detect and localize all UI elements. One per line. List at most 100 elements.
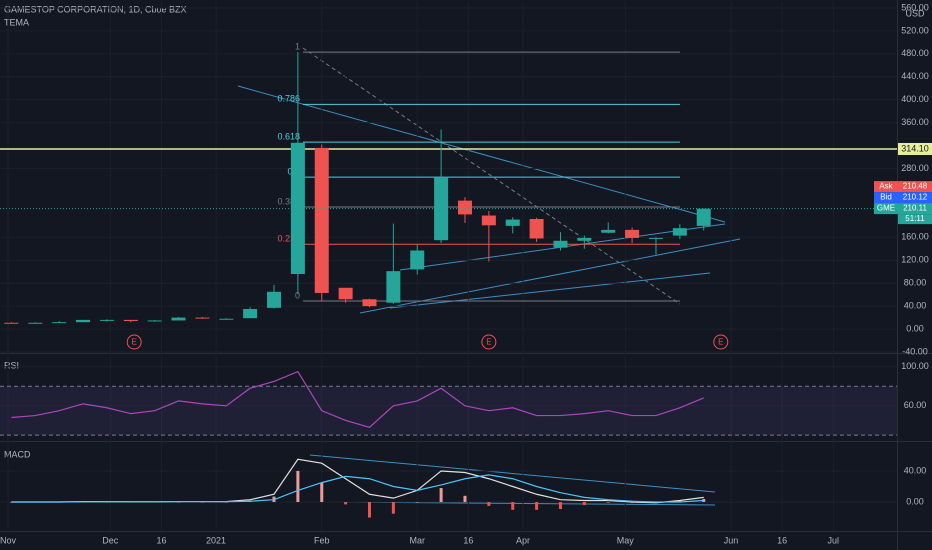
y-tick-label: 100.00 bbox=[901, 361, 929, 371]
histogram-bar bbox=[320, 482, 324, 503]
x-tick-label: Nov bbox=[0, 535, 16, 545]
candle-body bbox=[28, 322, 43, 324]
x-tick-label: Jul bbox=[828, 535, 840, 545]
histogram-bar bbox=[415, 502, 419, 503]
event-label: E bbox=[132, 338, 137, 347]
candle-body bbox=[76, 319, 91, 323]
event-marker bbox=[126, 334, 142, 350]
candle-body bbox=[481, 215, 496, 226]
countdown-tag bbox=[898, 214, 932, 225]
fib-label: 0 bbox=[295, 290, 300, 300]
candle-body bbox=[171, 317, 186, 321]
fib-label: 0.618 bbox=[277, 132, 300, 142]
histogram-bar bbox=[391, 502, 395, 514]
candle-body bbox=[410, 250, 425, 270]
histogram-bar bbox=[368, 502, 371, 518]
rsi-band bbox=[0, 386, 897, 436]
histogram-bar bbox=[702, 498, 706, 503]
histogram-bar bbox=[463, 495, 467, 503]
quote-tag bbox=[874, 181, 932, 193]
candle-body bbox=[52, 322, 67, 324]
candle-body bbox=[338, 287, 353, 300]
y-tick-label: 440.00 bbox=[901, 71, 929, 81]
trend-line bbox=[309, 454, 716, 493]
chart-title: GAMESTOP CORPORATION, 1D, Cboe BZX bbox=[4, 4, 187, 14]
candle-body bbox=[457, 200, 472, 215]
histogram-bar bbox=[224, 502, 228, 503]
currency: USD bbox=[905, 8, 925, 18]
histogram-bar bbox=[558, 502, 562, 510]
fib-label: 0.786 bbox=[277, 94, 300, 104]
y-tick-label: 0.00 bbox=[906, 496, 924, 506]
candle-body bbox=[386, 271, 401, 303]
candle-body bbox=[219, 318, 234, 320]
y-tick-label: 360.00 bbox=[901, 117, 929, 127]
event-label: E bbox=[718, 338, 723, 347]
y-tick-label: 80.00 bbox=[904, 278, 927, 288]
histogram-bar bbox=[535, 502, 539, 510]
candle-body bbox=[99, 319, 114, 321]
histogram-bar bbox=[582, 502, 586, 506]
x-tick-label: 16 bbox=[156, 535, 166, 545]
indicator-name: TEMA bbox=[4, 17, 29, 27]
quote-name: Bid bbox=[880, 193, 892, 202]
x-tick-label: Feb bbox=[314, 535, 330, 545]
rsi-line bbox=[11, 370, 704, 428]
y-tick-label: 60.00 bbox=[904, 400, 927, 410]
candle-body bbox=[243, 309, 258, 319]
candle-body bbox=[696, 208, 711, 226]
y-tick-label: 520.00 bbox=[901, 25, 929, 35]
x-tick-label: 2021 bbox=[206, 535, 226, 545]
candle-body bbox=[553, 240, 568, 248]
trend-line bbox=[302, 47, 681, 305]
quote-value: 210.11 bbox=[903, 204, 927, 213]
quote-tag bbox=[874, 203, 932, 215]
fib-label: 1 bbox=[295, 42, 300, 52]
y-tick-label: 0.00 bbox=[906, 323, 924, 333]
histogram-bar bbox=[606, 502, 610, 503]
trend-line bbox=[389, 272, 711, 309]
y-tick-label: 40.00 bbox=[904, 301, 927, 311]
y-tick-label: 280.00 bbox=[901, 163, 929, 173]
candle-body bbox=[625, 229, 640, 238]
histogram-bar bbox=[511, 502, 515, 510]
candle-body bbox=[648, 237, 663, 239]
x-tick-label: Dec bbox=[102, 535, 119, 545]
y-tick-label: -40.00 bbox=[902, 346, 928, 356]
histogram-bar bbox=[439, 488, 443, 503]
fib-label: 0.382 bbox=[277, 196, 300, 206]
y-tick-label: 40.00 bbox=[904, 465, 927, 475]
quote-value: 210.48 bbox=[903, 182, 928, 191]
histogram-bar bbox=[296, 470, 300, 503]
candle-body bbox=[267, 291, 282, 308]
candle-body bbox=[123, 319, 138, 322]
y-tick-label: 480.00 bbox=[901, 48, 929, 58]
candle-body bbox=[672, 228, 687, 236]
y-tick-label: 400.00 bbox=[901, 94, 929, 104]
histogram-bar bbox=[678, 500, 682, 503]
candle-body bbox=[505, 219, 520, 226]
level-tag bbox=[898, 142, 932, 155]
signal-line bbox=[11, 474, 704, 503]
countdown: 51:11 bbox=[905, 214, 925, 223]
quote-tag bbox=[874, 192, 932, 204]
quote-name: Ask bbox=[879, 182, 893, 191]
x-tick-label: 16 bbox=[777, 535, 787, 545]
level-label: 314.10 bbox=[901, 143, 929, 153]
histogram-bar bbox=[487, 502, 491, 506]
candle-body bbox=[4, 322, 19, 324]
x-tick-label: May bbox=[617, 535, 635, 545]
candle-body bbox=[362, 299, 377, 307]
histogram-bar bbox=[344, 502, 348, 505]
x-tick-label: 16 bbox=[463, 535, 473, 545]
x-tick-label: Mar bbox=[409, 535, 425, 545]
candle-body bbox=[577, 237, 592, 241]
event-marker bbox=[713, 334, 729, 350]
event-label: E bbox=[486, 338, 491, 347]
event-marker bbox=[481, 334, 497, 350]
x-tick-label: Apr bbox=[516, 535, 530, 545]
x-tick-label: Jun bbox=[724, 535, 739, 545]
trend-line bbox=[237, 85, 726, 223]
